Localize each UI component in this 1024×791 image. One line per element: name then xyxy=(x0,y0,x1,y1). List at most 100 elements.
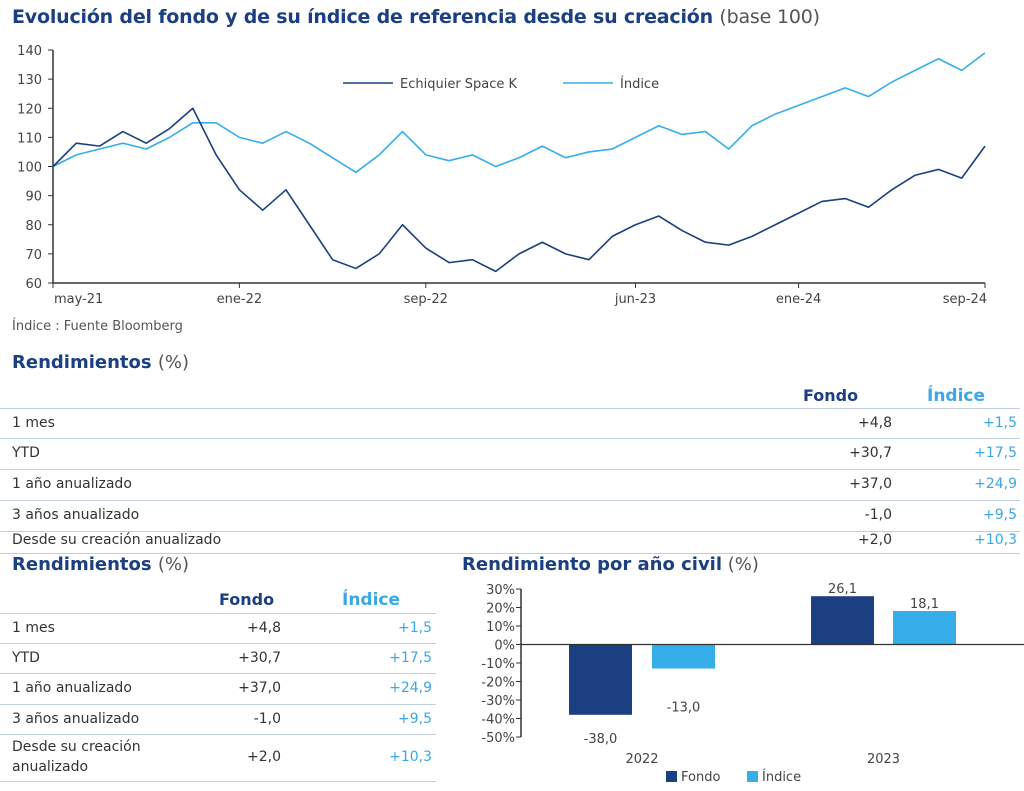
y-tick-label: 100 xyxy=(17,161,42,176)
x-tick-label: may-21 xyxy=(54,292,103,307)
fondo-value: +4,8 xyxy=(247,620,281,636)
row-label: 3 años anualizado xyxy=(12,710,140,727)
y-tick-label: 80 xyxy=(25,219,42,234)
y-tick-label: 60 xyxy=(25,277,42,292)
calendar-year-bar-chart: 30% 20% 10% 0% -10% -20% -30% -40% -50% -38,0 -13,… xyxy=(481,582,1024,785)
title-suffix: (base 100) xyxy=(719,6,820,28)
bar-fondo-2023 xyxy=(811,596,874,645)
indice-value: +1,5 xyxy=(398,620,432,636)
data-label: -38,0 xyxy=(584,732,618,747)
data-label: -13,0 xyxy=(667,701,701,716)
returns-small-title-text: Rendimientos xyxy=(12,554,152,575)
y-tick-label: -20% xyxy=(481,676,515,691)
legend-label: Índice xyxy=(762,769,801,785)
y-tick-label: -50% xyxy=(481,731,515,746)
fondo-value: +2,0 xyxy=(858,532,892,548)
indice-value: +24,9 xyxy=(389,680,432,696)
table-row: 1 año anualizado +37,0 +24,9 xyxy=(0,674,436,705)
table-row: Desde su creación anualizado +2,0 +10,3 xyxy=(0,532,1020,554)
table-row: 1 mes +4,8 +1,5 xyxy=(0,408,1020,439)
series-line-indice xyxy=(52,52,986,174)
row-label: 1 año anualizado xyxy=(12,476,132,492)
returns-small-table: Fondo Índice 1 mes +4,8 +1,5 YTD +30,7 +17,5 1… xyxy=(0,586,436,786)
row-label: YTD xyxy=(12,445,40,461)
indice-value: +17,5 xyxy=(974,445,1017,461)
fondo-value: +30,7 xyxy=(849,445,892,461)
y-tick-label: 70 xyxy=(25,248,42,263)
fondo-value: +30,7 xyxy=(238,649,281,666)
row-label: 3 años anualizado xyxy=(12,507,140,523)
table-row: 3 años anualizado -1,0 +9,5 xyxy=(0,705,436,735)
row-label: 1 mes xyxy=(12,620,55,636)
bar-indice-2023 xyxy=(893,611,956,645)
title-text: Evolución del fondo y de su índice de re… xyxy=(12,6,713,28)
y-tick-label: -10% xyxy=(481,657,515,672)
performance-line-chart: 60 70 80 90 100 110 120 130 140 may-21 ene-22 sep-2… xyxy=(17,44,987,307)
row-label: 1 mes xyxy=(12,415,55,431)
row-label: YTD xyxy=(12,649,40,666)
returns-full-title-text: Rendimientos xyxy=(12,352,152,373)
col-header-indice: Índice xyxy=(342,590,401,610)
returns-small-title-suffix: (%) xyxy=(157,554,190,575)
bar-indice-2022 xyxy=(652,644,715,669)
col-header-indice: Índice xyxy=(927,386,986,406)
y-tick-label: 140 xyxy=(17,44,42,59)
row-label: Desde su creación anualizado xyxy=(12,532,222,548)
y-tick-label: -30% xyxy=(481,694,515,709)
returns-small-title: Rendimientos (%) xyxy=(12,554,189,575)
bar-chart-title: Rendimiento por año civil (%) xyxy=(462,554,759,575)
y-tick-label: 20% xyxy=(486,602,515,617)
x-tick-label: sep-22 xyxy=(404,292,448,307)
indice-value: +1,5 xyxy=(983,415,1017,431)
x-tick-label: jun-23 xyxy=(614,292,656,307)
indice-value: +10,3 xyxy=(389,749,432,765)
x-tick-label: sep-24 xyxy=(943,292,987,307)
y-tick-label: -40% xyxy=(481,713,515,728)
row-label-line: anualizado xyxy=(12,759,89,775)
legend-label: Índice xyxy=(620,76,659,92)
table-row: Desde su creación anualizado +2,0 +10,3 xyxy=(0,735,436,782)
category-label: 2022 xyxy=(625,752,658,767)
source-note: Índice : Fuente Bloomberg xyxy=(12,319,183,334)
y-tick-label: 130 xyxy=(17,73,42,88)
fondo-value: -1,0 xyxy=(864,507,892,523)
indice-value: +9,5 xyxy=(983,507,1017,523)
table-row: YTD +30,7 +17,5 xyxy=(0,439,1020,470)
col-header-fondo: Fondo xyxy=(219,590,275,609)
fondo-value: +37,0 xyxy=(849,476,892,492)
y-tick-label: 0% xyxy=(494,639,515,654)
bar-chart-title-suffix: (%) xyxy=(722,554,759,575)
y-tick-label: 110 xyxy=(17,131,42,146)
col-header-fondo: Fondo xyxy=(803,386,859,405)
bar-fondo-2022 xyxy=(569,644,632,715)
returns-full-title-suffix: (%) xyxy=(157,352,190,373)
row-label: Desde su creación anualizado xyxy=(12,737,141,777)
data-label: 18,1 xyxy=(910,597,939,612)
indice-value: +24,9 xyxy=(974,476,1017,492)
bar-chart-title-text: Rendimiento por año civil xyxy=(462,554,723,575)
table-row: 1 mes +4,8 +1,5 xyxy=(0,613,436,644)
table-row: 1 año anualizado +37,0 +24,9 xyxy=(0,470,1020,501)
series-line-fondo xyxy=(52,107,986,273)
table-row: YTD +30,7 +17,5 xyxy=(0,644,436,674)
category-label: 2023 xyxy=(867,752,900,767)
table-row: 3 años anualizado -1,0 +9,5 xyxy=(0,501,1020,532)
fondo-value: +37,0 xyxy=(238,680,281,696)
y-tick-label: 10% xyxy=(486,620,515,635)
legend-label: Fondo xyxy=(681,770,720,785)
y-tick-label: 120 xyxy=(17,102,42,117)
legend-swatch xyxy=(666,771,677,782)
x-tick-label: ene-22 xyxy=(217,292,262,307)
returns-full-table: Fondo Índice 1 mes +4,8 +1,5 YTD +30,7 +17,5 1… xyxy=(0,384,1024,556)
y-tick-label: 30% xyxy=(486,583,515,598)
row-label: 1 año anualizado xyxy=(12,680,132,696)
legend-label: Echiquier Space K xyxy=(400,77,518,92)
fondo-value: -1,0 xyxy=(253,710,281,727)
data-label: 26,1 xyxy=(828,582,857,597)
indice-value: +17,5 xyxy=(389,649,432,666)
x-tick-label: ene-24 xyxy=(776,292,821,307)
fondo-value: +4,8 xyxy=(858,415,892,431)
row-label-line: Desde su creación xyxy=(12,739,141,755)
indice-value: +9,5 xyxy=(398,710,432,727)
fondo-value: +2,0 xyxy=(247,749,281,765)
